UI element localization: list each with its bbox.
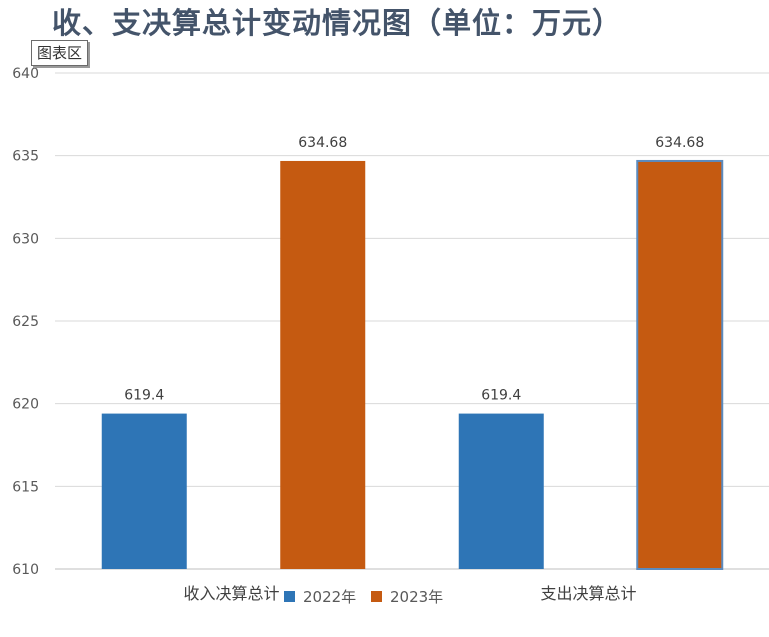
y-tick-label: 625	[12, 314, 39, 330]
bar-2023[interactable]	[637, 160, 723, 569]
y-tick-label: 630	[12, 231, 39, 247]
chart-area-tooltip: 图表区	[31, 40, 89, 66]
x-axis: 收入决算总计 支出决算总计	[183, 584, 636, 603]
y-tick-label: 620	[12, 397, 39, 413]
data-labels: 619.4 619.4 634.68 634.68	[124, 135, 704, 404]
legend-swatch	[371, 591, 382, 602]
x-category-label: 支出决算总计	[540, 584, 636, 603]
data-label: 619.4	[481, 388, 521, 404]
data-label: 634.68	[298, 135, 347, 151]
bar-2022[interactable]	[458, 413, 544, 569]
y-tick-label: 615	[12, 479, 39, 495]
legend-entry[interactable]: 2023年	[390, 588, 443, 606]
data-label: 634.68	[655, 135, 704, 151]
selected-bar-outline	[636, 159, 724, 570]
y-tick-label: 640	[12, 66, 39, 82]
bar-2023[interactable]	[280, 160, 366, 569]
x-category-label: 收入决算总计	[183, 584, 279, 603]
legend-entry[interactable]: 2022年	[303, 588, 356, 606]
chart-title: 收、支决算总计变动情况图（单位：万元）	[52, 6, 623, 40]
y-tick-label: 610	[12, 562, 39, 578]
legend-swatch	[284, 591, 295, 602]
bar-2022[interactable]	[101, 413, 187, 569]
y-tick-label: 635	[12, 149, 39, 165]
data-label: 619.4	[124, 388, 164, 404]
legend[interactable]: 2022年 2023年	[284, 588, 443, 606]
y-axis: 610 615 620 625 630 635 640	[12, 66, 39, 578]
bars	[101, 159, 724, 570]
